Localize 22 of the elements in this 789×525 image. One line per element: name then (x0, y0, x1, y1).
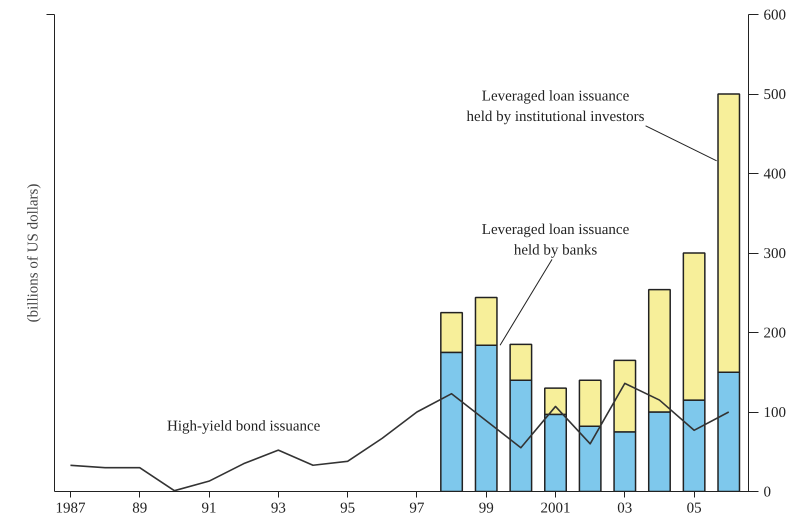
y-tick-label: 600 (764, 8, 786, 24)
y-tick-label: 100 (764, 405, 786, 421)
x-tick-label: 03 (617, 500, 632, 516)
y-tick-label: 300 (764, 246, 786, 262)
y-tick-label: 0 (764, 484, 771, 500)
x-tick-label: 91 (202, 500, 217, 516)
x-tick-label: 89 (132, 500, 148, 516)
x-tick-label: 97 (409, 500, 425, 516)
x-tick-label: 05 (686, 500, 702, 516)
x-tick-label: 99 (478, 500, 494, 516)
x-tick-label: 1987 (55, 500, 86, 516)
x-tick-label: 2001 (540, 500, 571, 516)
annotation: Leveraged loan issuance held by banks (482, 222, 630, 259)
line-series (70, 382, 730, 492)
y-tick-label: 400 (764, 166, 786, 182)
y-tick-label: 500 (764, 87, 786, 103)
series-label: High-yield bond issuance (167, 418, 321, 434)
annotation: Leveraged loan issuance held by institutional investors (466, 88, 645, 126)
y-tick-label: 200 (764, 326, 786, 342)
x-tick-label: 93 (270, 500, 286, 516)
x-tick-label: 95 (340, 500, 356, 516)
y-axis-title: (billions of US dollars) (26, 184, 42, 322)
